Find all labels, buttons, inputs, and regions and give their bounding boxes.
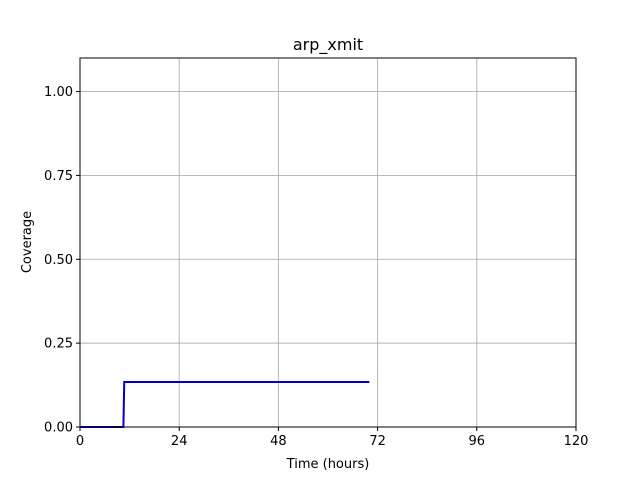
x-axis: 0 24 48 72 96 120 xyxy=(76,427,589,449)
x-tick-label: 48 xyxy=(270,434,287,449)
y-tick-label: 1.00 xyxy=(44,85,73,100)
x-tick-label: 120 xyxy=(564,434,589,449)
x-tick-label: 0 xyxy=(76,434,84,449)
y-tick-label: 0.75 xyxy=(44,169,73,184)
x-tick-label: 24 xyxy=(171,434,188,449)
x-tick-label: 72 xyxy=(369,434,386,449)
x-tick-label: 96 xyxy=(469,434,486,449)
y-tick-label: 0.50 xyxy=(44,253,73,268)
y-tick-label: 0.25 xyxy=(44,337,73,352)
x-axis-title: Time (hours) xyxy=(286,457,370,472)
y-axis: 0.00 0.25 0.50 0.75 1.00 xyxy=(44,85,80,436)
y-tick-label: 0.00 xyxy=(44,421,73,436)
plot-frame xyxy=(79,57,577,428)
chart-title: arp_xmit xyxy=(293,35,363,55)
y-axis-title: Coverage xyxy=(20,211,35,273)
